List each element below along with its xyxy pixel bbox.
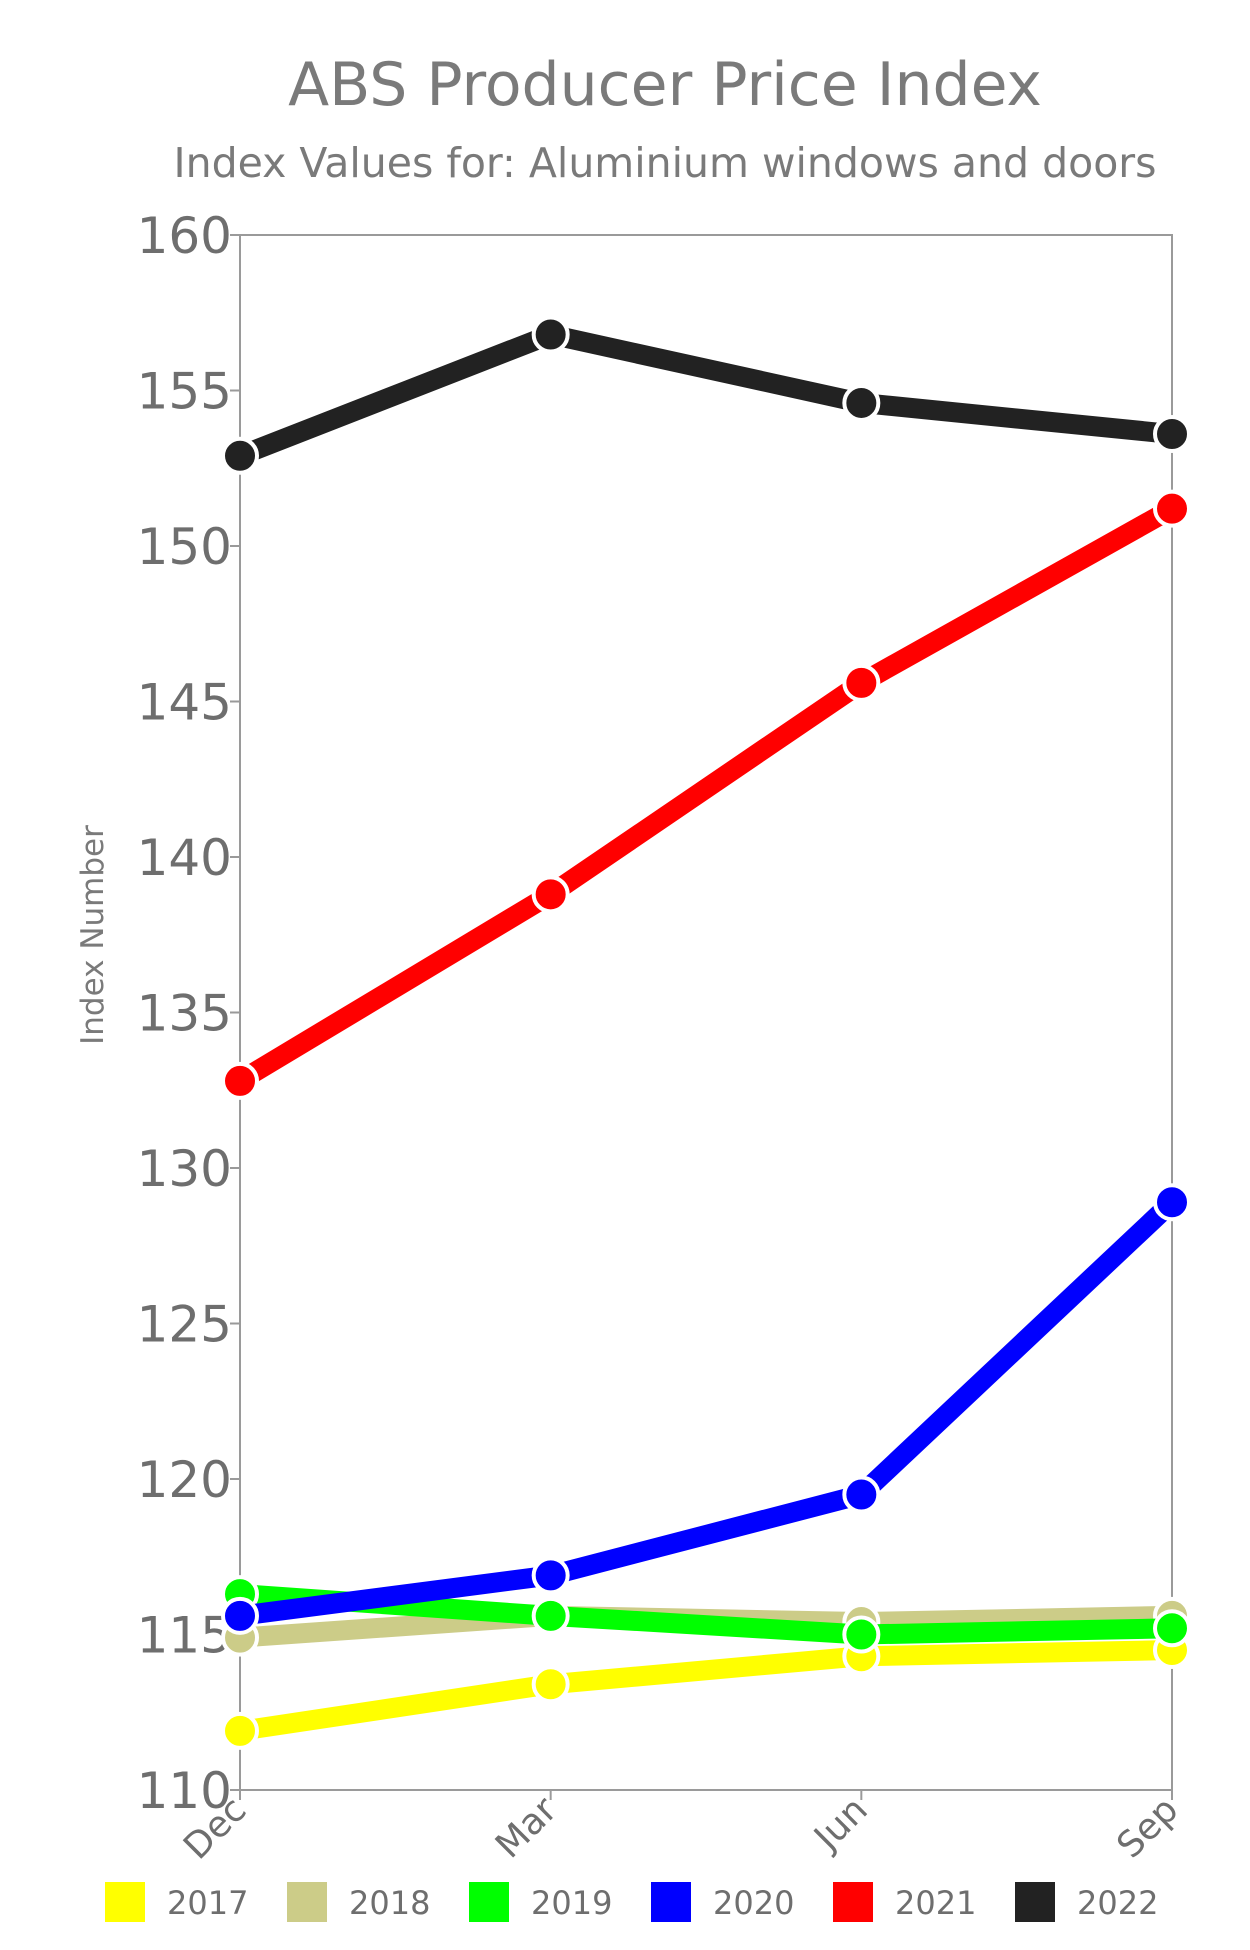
legend-label: 2019 bbox=[531, 1884, 612, 1922]
y-tick-label: 140 bbox=[137, 829, 232, 887]
data-point-2020 bbox=[531, 1556, 570, 1595]
legend-label: 2022 bbox=[1077, 1884, 1158, 1922]
legend-item-2022: 2022 bbox=[1015, 1882, 1158, 1922]
data-point-2017 bbox=[531, 1665, 570, 1704]
y-tick-label: 150 bbox=[137, 518, 232, 576]
y-tick-label: 130 bbox=[137, 1140, 232, 1198]
legend-swatch bbox=[1015, 1882, 1055, 1922]
legend-swatch bbox=[833, 1882, 873, 1922]
series-2022 bbox=[221, 315, 1191, 475]
x-tick-label: Jun bbox=[806, 1789, 876, 1859]
chart-title: ABS Producer Price Index bbox=[288, 50, 1042, 120]
series-line-2020 bbox=[230, 1192, 1182, 1626]
y-tick-label: 125 bbox=[137, 1296, 232, 1354]
legend-item-2017: 2017 bbox=[105, 1882, 248, 1922]
data-point-2022 bbox=[221, 436, 259, 475]
data-point-2021 bbox=[842, 663, 881, 702]
legend-swatch bbox=[287, 1882, 327, 1922]
plot-frame bbox=[239, 234, 1173, 1791]
data-point-2021 bbox=[531, 875, 570, 914]
y-tick-label: 155 bbox=[137, 363, 232, 421]
data-point-2017 bbox=[221, 1711, 259, 1750]
data-point-2022 bbox=[842, 383, 881, 422]
y-axis-ticks: 110 115 120 125 130 135 140 145 150 155 160 bbox=[137, 207, 240, 1820]
legend-label: 2017 bbox=[167, 1884, 248, 1922]
series-2021 bbox=[221, 489, 1191, 1100]
data-point-2019 bbox=[531, 1596, 570, 1635]
series-group bbox=[221, 315, 1191, 1750]
legend-swatch bbox=[105, 1882, 145, 1922]
legend-item-2021: 2021 bbox=[833, 1882, 976, 1922]
data-point-2021 bbox=[1153, 489, 1191, 528]
data-point-2020 bbox=[221, 1596, 259, 1635]
series-2017 bbox=[221, 1631, 1191, 1750]
legend-label: 2021 bbox=[895, 1884, 976, 1922]
data-point-2021 bbox=[221, 1061, 259, 1100]
x-tick-label: Mar bbox=[488, 1789, 565, 1866]
data-point-2020 bbox=[1153, 1183, 1191, 1222]
legend-label: 2018 bbox=[349, 1884, 430, 1922]
y-tick-label: 110 bbox=[137, 1762, 232, 1820]
y-tick-label: 115 bbox=[137, 1607, 232, 1665]
y-tick-label: 160 bbox=[137, 207, 232, 265]
data-point-2019 bbox=[842, 1615, 881, 1654]
data-point-2020 bbox=[842, 1475, 881, 1514]
plot-border bbox=[239, 234, 1173, 1791]
y-tick-label: 135 bbox=[137, 985, 232, 1043]
legend-label: 2020 bbox=[713, 1884, 794, 1922]
series-line-2021 bbox=[230, 498, 1182, 1091]
series-2020 bbox=[221, 1183, 1191, 1635]
data-point-2019 bbox=[1153, 1609, 1191, 1648]
data-point-2022 bbox=[531, 315, 570, 354]
series-line-2022 bbox=[230, 324, 1182, 466]
chart-subtitle: Index Values for: Aluminium windows and … bbox=[174, 139, 1157, 187]
legend-item-2020: 2020 bbox=[651, 1882, 794, 1922]
legend-swatch bbox=[469, 1882, 509, 1922]
x-tick-label: Sep bbox=[1109, 1789, 1186, 1866]
y-tick-label: 120 bbox=[137, 1451, 232, 1509]
y-axis-label: Index Number bbox=[75, 825, 111, 1045]
legend: 2017 2018 2019 2020 2021 2022 bbox=[105, 1882, 1158, 1922]
legend-item-2019: 2019 bbox=[469, 1882, 612, 1922]
data-point-2022 bbox=[1153, 415, 1191, 454]
legend-item-2018: 2018 bbox=[287, 1882, 430, 1922]
legend-swatch bbox=[651, 1882, 691, 1922]
x-axis-ticks: Dec Mar Jun Sep bbox=[176, 1789, 1186, 1867]
y-tick-label: 145 bbox=[137, 674, 232, 732]
series-line-2017 bbox=[230, 1640, 1182, 1741]
